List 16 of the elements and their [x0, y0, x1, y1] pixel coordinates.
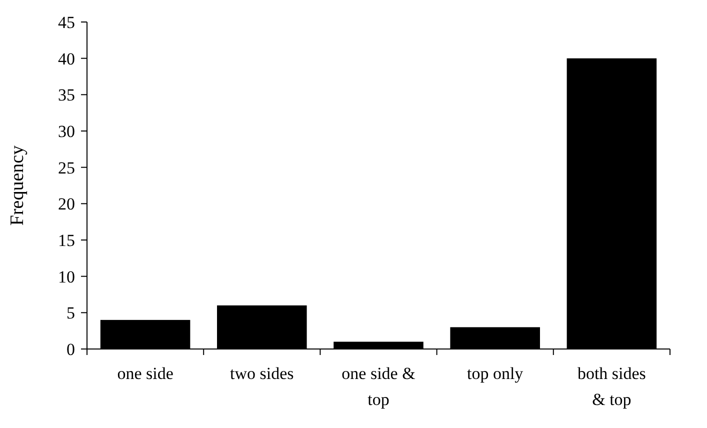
y-tick-label: 10	[58, 267, 75, 286]
x-tick-label: one side & top	[342, 364, 416, 409]
y-axis-title: Frequency	[7, 144, 28, 226]
y-tick-label: 35	[58, 86, 75, 105]
y-tick-label: 30	[58, 122, 75, 141]
x-tick-label: two sides	[230, 364, 294, 383]
y-tick-label: 45	[58, 12, 75, 32]
y-tick-label: 0	[66, 340, 75, 359]
y-tick-label: 15	[58, 230, 75, 250]
x-tick-label: top only	[467, 364, 524, 383]
y-tick-label: 5	[66, 304, 75, 323]
y-tick-label: 20	[58, 194, 75, 214]
y-tick-label: 25	[58, 158, 75, 178]
x-tick-label: one side	[117, 364, 174, 383]
y-tick-label: 40	[58, 49, 75, 68]
x-tick-label: both sides & top	[577, 364, 646, 409]
